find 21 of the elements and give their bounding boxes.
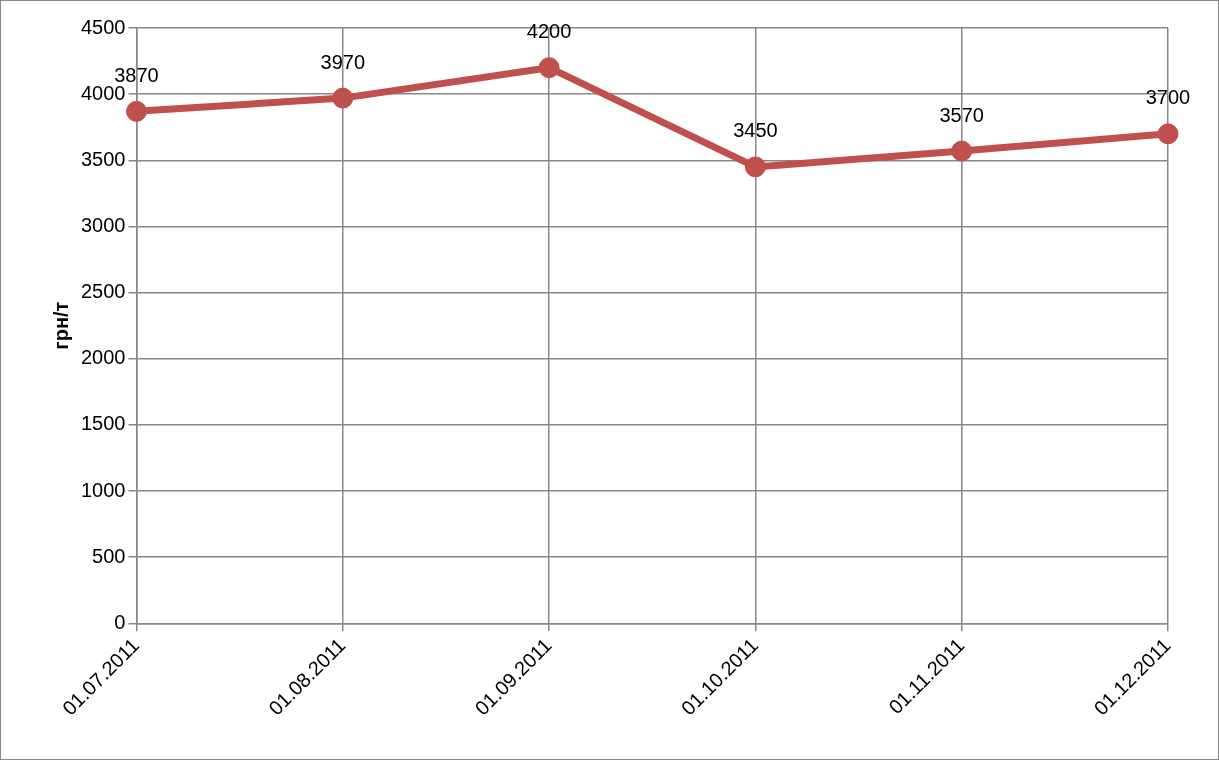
point	[744, 156, 766, 178]
point	[1157, 123, 1179, 145]
point	[125, 100, 147, 122]
y-tick-label: 4500	[80, 15, 126, 38]
point	[951, 140, 973, 162]
y-axis-title: грн/т	[49, 301, 72, 350]
data-label: 3970	[320, 50, 366, 73]
y-tick-label: 500	[92, 544, 126, 567]
point	[332, 87, 354, 109]
y-tick-label: 0	[114, 610, 126, 633]
y-tick-label: 2000	[80, 346, 126, 369]
data-label: 3700	[1145, 86, 1191, 109]
data-label: 3570	[939, 103, 984, 126]
point	[538, 57, 560, 79]
y-tick-label: 1500	[80, 412, 126, 435]
y-tick-label: 3000	[80, 213, 126, 236]
data-label: 4200	[526, 20, 572, 43]
y-tick-label: 1000	[80, 478, 126, 501]
y-tick-label: 3500	[80, 147, 126, 170]
data-label: 3450	[733, 119, 778, 142]
y-tick-label: 2500	[80, 280, 126, 303]
